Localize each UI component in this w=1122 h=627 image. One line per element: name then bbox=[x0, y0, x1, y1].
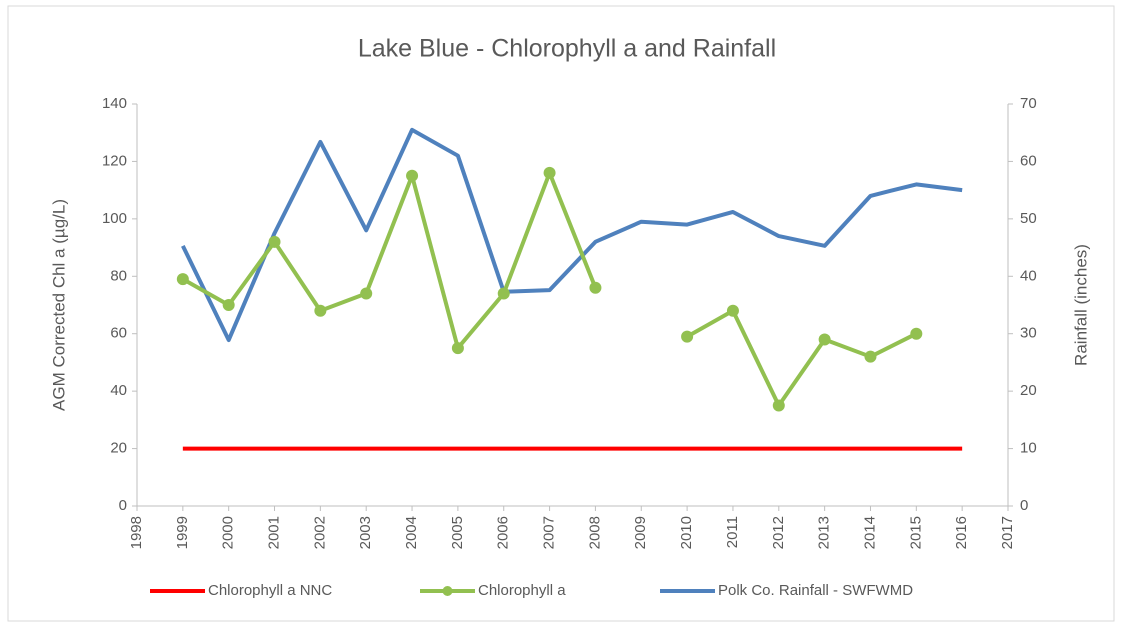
x-tick-label: 1998 bbox=[128, 516, 145, 549]
y2-tick-label: 40 bbox=[1020, 267, 1037, 284]
y2-axis-label: Rainfall (inches) bbox=[1071, 244, 1090, 366]
series-marker bbox=[314, 304, 327, 317]
y-tick-label: 0 bbox=[119, 497, 127, 514]
series-marker bbox=[222, 299, 235, 311]
x-tick-label: 2014 bbox=[861, 516, 878, 549]
y-axis-label: AGM Corrected Chl a (µg/L) bbox=[49, 199, 68, 411]
y2-tick-label: 20 bbox=[1020, 382, 1037, 399]
series-marker bbox=[681, 330, 694, 343]
x-tick-label: 2010 bbox=[678, 516, 695, 549]
series-marker bbox=[818, 333, 831, 346]
series-marker bbox=[543, 166, 556, 179]
x-tick-label: 2009 bbox=[632, 516, 649, 549]
x-tick-label: 2012 bbox=[770, 516, 787, 549]
x-tick-label: 2015 bbox=[907, 516, 924, 549]
y-tick-label: 40 bbox=[110, 382, 127, 399]
x-tick-label: 2002 bbox=[311, 516, 328, 549]
series-marker bbox=[451, 342, 464, 355]
y2-tick-label: 50 bbox=[1020, 210, 1037, 227]
x-tick-label: 2013 bbox=[816, 516, 833, 549]
x-tick-label: 2007 bbox=[541, 516, 558, 549]
y2-tick-label: 70 bbox=[1020, 95, 1037, 112]
series-marker bbox=[864, 350, 877, 363]
series-marker bbox=[726, 304, 739, 317]
chart-frame bbox=[7, 5, 1115, 622]
series-marker bbox=[772, 399, 785, 412]
x-tick-label: 2017 bbox=[999, 516, 1016, 549]
series-marker bbox=[176, 273, 189, 286]
x-tick-label: 1999 bbox=[174, 516, 191, 549]
x-tick-label: 2000 bbox=[220, 516, 237, 549]
series-marker bbox=[268, 235, 281, 248]
series-marker bbox=[406, 169, 419, 182]
y2-tick-label: 30 bbox=[1020, 325, 1037, 342]
x-tick-label: 2016 bbox=[953, 516, 970, 549]
y-tick-label: 140 bbox=[102, 95, 127, 112]
series-line bbox=[181, 127, 963, 343]
x-tick-label: 2006 bbox=[495, 516, 512, 549]
x-tick-label: 2008 bbox=[586, 516, 603, 549]
legend-label: Chlorophyll a bbox=[478, 582, 566, 599]
y2-tick-label: 10 bbox=[1020, 440, 1037, 457]
series-marker bbox=[910, 327, 923, 340]
legend-marker bbox=[442, 586, 453, 596]
series-marker bbox=[589, 281, 602, 294]
series-marker bbox=[360, 287, 373, 300]
x-tick-label: 2005 bbox=[449, 516, 466, 549]
series-line bbox=[181, 170, 918, 408]
x-tick-label: 2001 bbox=[265, 516, 282, 549]
x-tick-label: 2011 bbox=[724, 516, 741, 548]
y-tick-label: 100 bbox=[102, 210, 127, 227]
y-tick-label: 120 bbox=[102, 152, 127, 169]
x-tick-label: 2003 bbox=[357, 516, 374, 549]
series-marker bbox=[497, 287, 510, 300]
y2-tick-label: 0 bbox=[1020, 497, 1028, 514]
legend-label: Chlorophyll a NNC bbox=[208, 582, 332, 599]
y-tick-label: 80 bbox=[110, 267, 127, 284]
x-tick-label: 2004 bbox=[403, 516, 420, 549]
y-tick-label: 60 bbox=[110, 325, 127, 342]
y2-tick-label: 60 bbox=[1020, 152, 1037, 169]
chart-title: Lake Blue - Chlorophyll a and Rainfall bbox=[358, 35, 776, 63]
legend-label: Polk Co. Rainfall - SWFWMD bbox=[718, 582, 913, 599]
y-tick-label: 20 bbox=[110, 440, 127, 457]
